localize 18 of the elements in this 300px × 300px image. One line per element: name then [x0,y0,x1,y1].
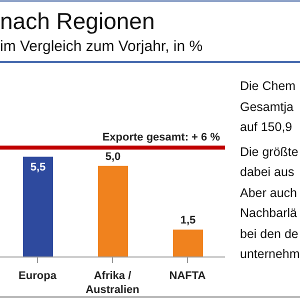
text: dabei aus [240,164,296,181]
text: Aber auch [240,184,298,202]
data-label: 1,5 [180,214,196,227]
text: bei den de [240,226,300,242]
text: Die Chem [240,78,297,95]
text: Nachbarlä [240,205,298,222]
data-label: 5,5 [30,162,46,174]
ref-line-label: Exporte gesamt: + 6 % [102,131,220,144]
x-tick-label: NAFTA [169,270,206,282]
text: auf 150,9 [240,119,294,136]
text: Die größte [240,144,300,161]
text: unternehm [240,246,300,263]
text: Gesamtja [240,98,294,116]
chart-subtitle: im Vergleich zum Vorjahr, in % [0,38,203,55]
data-label: 5,0 [105,150,121,163]
chart-title: nach Regionen [0,8,155,35]
x-tick-label: Afrika / Australien [86,270,140,296]
x-tick-label: Europa [18,270,58,282]
